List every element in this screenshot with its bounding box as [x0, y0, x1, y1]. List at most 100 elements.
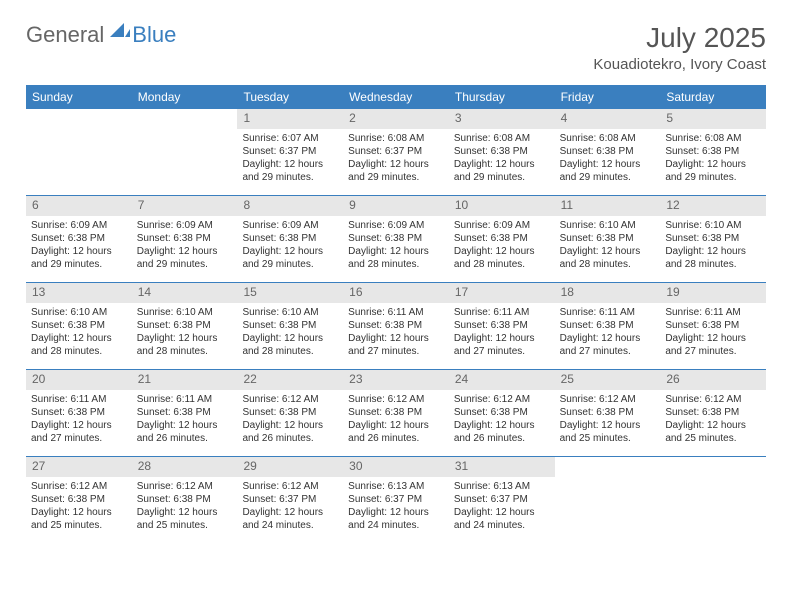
- day-sunset: Sunset: 6:38 PM: [137, 406, 233, 419]
- day-sunset: Sunset: 6:37 PM: [454, 493, 550, 506]
- dow-sunday: Sunday: [26, 85, 132, 109]
- day-day1: Daylight: 12 hours: [665, 332, 761, 345]
- day-sunrise: Sunrise: 6:12 AM: [665, 393, 761, 406]
- day-cell: 15Sunrise: 6:10 AMSunset: 6:38 PMDayligh…: [237, 283, 343, 369]
- day-sunset: Sunset: 6:38 PM: [454, 319, 550, 332]
- day-cell: 12Sunrise: 6:10 AMSunset: 6:38 PMDayligh…: [660, 196, 766, 282]
- week-row: 20Sunrise: 6:11 AMSunset: 6:38 PMDayligh…: [26, 369, 766, 456]
- day-sunrise: Sunrise: 6:08 AM: [348, 132, 444, 145]
- day-day2: and 29 minutes.: [242, 258, 338, 271]
- day-cell: 13Sunrise: 6:10 AMSunset: 6:38 PMDayligh…: [26, 283, 132, 369]
- day-sunset: Sunset: 6:37 PM: [242, 145, 338, 158]
- day-details: Sunrise: 6:09 AMSunset: 6:38 PMDaylight:…: [26, 216, 132, 275]
- day-number: 17: [449, 283, 555, 303]
- day-sunset: Sunset: 6:37 PM: [242, 493, 338, 506]
- day-cell: 21Sunrise: 6:11 AMSunset: 6:38 PMDayligh…: [132, 370, 238, 456]
- day-details: Sunrise: 6:11 AMSunset: 6:38 PMDaylight:…: [26, 390, 132, 449]
- day-sunset: Sunset: 6:38 PM: [560, 319, 656, 332]
- day-cell: 6Sunrise: 6:09 AMSunset: 6:38 PMDaylight…: [26, 196, 132, 282]
- day-day1: Daylight: 12 hours: [137, 506, 233, 519]
- day-cell: 26Sunrise: 6:12 AMSunset: 6:38 PMDayligh…: [660, 370, 766, 456]
- day-details: Sunrise: 6:10 AMSunset: 6:38 PMDaylight:…: [660, 216, 766, 275]
- day-number: 18: [555, 283, 661, 303]
- day-number: 10: [449, 196, 555, 216]
- day-sunset: Sunset: 6:38 PM: [454, 406, 550, 419]
- day-number: 20: [26, 370, 132, 390]
- day-day2: and 29 minutes.: [242, 171, 338, 184]
- day-details: Sunrise: 6:12 AMSunset: 6:38 PMDaylight:…: [26, 477, 132, 536]
- day-cell: 16Sunrise: 6:11 AMSunset: 6:38 PMDayligh…: [343, 283, 449, 369]
- day-number: 6: [26, 196, 132, 216]
- day-sunset: Sunset: 6:38 PM: [560, 145, 656, 158]
- day-details: Sunrise: 6:08 AMSunset: 6:38 PMDaylight:…: [660, 129, 766, 188]
- week-row: 6Sunrise: 6:09 AMSunset: 6:38 PMDaylight…: [26, 195, 766, 282]
- day-details: Sunrise: 6:09 AMSunset: 6:38 PMDaylight:…: [449, 216, 555, 275]
- day-day1: Daylight: 12 hours: [560, 245, 656, 258]
- day-cell: 25Sunrise: 6:12 AMSunset: 6:38 PMDayligh…: [555, 370, 661, 456]
- day-sunset: Sunset: 6:38 PM: [242, 406, 338, 419]
- day-sunrise: Sunrise: 6:11 AM: [348, 306, 444, 319]
- logo: General Blue: [26, 22, 176, 48]
- week-row: 13Sunrise: 6:10 AMSunset: 6:38 PMDayligh…: [26, 282, 766, 369]
- day-number: 29: [237, 457, 343, 477]
- day-day1: Daylight: 12 hours: [242, 506, 338, 519]
- day-day1: Daylight: 12 hours: [348, 332, 444, 345]
- page-title: July 2025: [593, 22, 766, 54]
- day-day2: and 27 minutes.: [31, 432, 127, 445]
- day-sunset: Sunset: 6:38 PM: [31, 493, 127, 506]
- day-cell: 2 Sunrise: 6:08 AMSunset: 6:37 PMDaylight…: [343, 109, 449, 195]
- day-details: Sunrise: 6:10 AMSunset: 6:38 PMDaylight:…: [237, 303, 343, 362]
- day-day2: and 25 minutes.: [31, 519, 127, 532]
- day-day2: and 24 minutes.: [242, 519, 338, 532]
- day-cell: 10Sunrise: 6:09 AMSunset: 6:38 PMDayligh…: [449, 196, 555, 282]
- day-sunrise: Sunrise: 6:11 AM: [665, 306, 761, 319]
- day-day1: Daylight: 12 hours: [31, 245, 127, 258]
- day-day2: and 29 minutes.: [348, 171, 444, 184]
- week-row: 27Sunrise: 6:12 AMSunset: 6:38 PMDayligh…: [26, 456, 766, 543]
- day-sunset: Sunset: 6:38 PM: [242, 319, 338, 332]
- day-day1: Daylight: 12 hours: [665, 419, 761, 432]
- day-day2: and 29 minutes.: [454, 171, 550, 184]
- day-number: 12: [660, 196, 766, 216]
- day-sunrise: Sunrise: 6:09 AM: [454, 219, 550, 232]
- day-sunset: Sunset: 6:37 PM: [348, 493, 444, 506]
- day-sunset: Sunset: 6:38 PM: [665, 232, 761, 245]
- day-cell: 18Sunrise: 6:11 AMSunset: 6:38 PMDayligh…: [555, 283, 661, 369]
- day-details: Sunrise: 6:10 AMSunset: 6:38 PMDaylight:…: [26, 303, 132, 362]
- day-day1: Daylight: 12 hours: [560, 332, 656, 345]
- day-number: 2: [343, 109, 449, 129]
- day-day1: Daylight: 12 hours: [454, 506, 550, 519]
- week-row: 1Sunrise: 6:07 AMSunset: 6:37 PMDaylight…: [26, 109, 766, 195]
- day-cell: [26, 109, 132, 195]
- day-day1: Daylight: 12 hours: [242, 332, 338, 345]
- logo-text-general: General: [26, 22, 104, 48]
- day-number: 24: [449, 370, 555, 390]
- day-details: Sunrise: 6:13 AMSunset: 6:37 PMDaylight:…: [343, 477, 449, 536]
- day-cell: 9Sunrise: 6:09 AMSunset: 6:38 PMDaylight…: [343, 196, 449, 282]
- day-sunset: Sunset: 6:38 PM: [348, 406, 444, 419]
- day-day1: Daylight: 12 hours: [560, 419, 656, 432]
- day-sunset: Sunset: 6:37 PM: [348, 145, 444, 158]
- day-sunrise: Sunrise: 6:11 AM: [137, 393, 233, 406]
- day-day1: Daylight: 12 hours: [242, 419, 338, 432]
- day-number: [26, 109, 132, 129]
- day-day1: Daylight: 12 hours: [348, 158, 444, 171]
- day-sunrise: Sunrise: 6:12 AM: [348, 393, 444, 406]
- day-sunrise: Sunrise: 6:08 AM: [665, 132, 761, 145]
- day-cell: 5Sunrise: 6:08 AMSunset: 6:38 PMDaylight…: [660, 109, 766, 195]
- day-day1: Daylight: 12 hours: [454, 158, 550, 171]
- day-cell: 31Sunrise: 6:13 AMSunset: 6:37 PMDayligh…: [449, 457, 555, 543]
- day-details: Sunrise: 6:11 AMSunset: 6:38 PMDaylight:…: [555, 303, 661, 362]
- day-sunset: Sunset: 6:38 PM: [137, 319, 233, 332]
- day-cell: 7Sunrise: 6:09 AMSunset: 6:38 PMDaylight…: [132, 196, 238, 282]
- day-cell: 8Sunrise: 6:09 AMSunset: 6:38 PMDaylight…: [237, 196, 343, 282]
- day-sunrise: Sunrise: 6:11 AM: [454, 306, 550, 319]
- day-number: 1: [237, 109, 343, 129]
- day-day2: and 29 minutes.: [665, 171, 761, 184]
- day-sunrise: Sunrise: 6:12 AM: [560, 393, 656, 406]
- dow-friday: Friday: [555, 85, 661, 109]
- day-day2: and 28 minutes.: [665, 258, 761, 271]
- day-cell: [132, 109, 238, 195]
- day-sunset: Sunset: 6:38 PM: [137, 493, 233, 506]
- day-day2: and 27 minutes.: [348, 345, 444, 358]
